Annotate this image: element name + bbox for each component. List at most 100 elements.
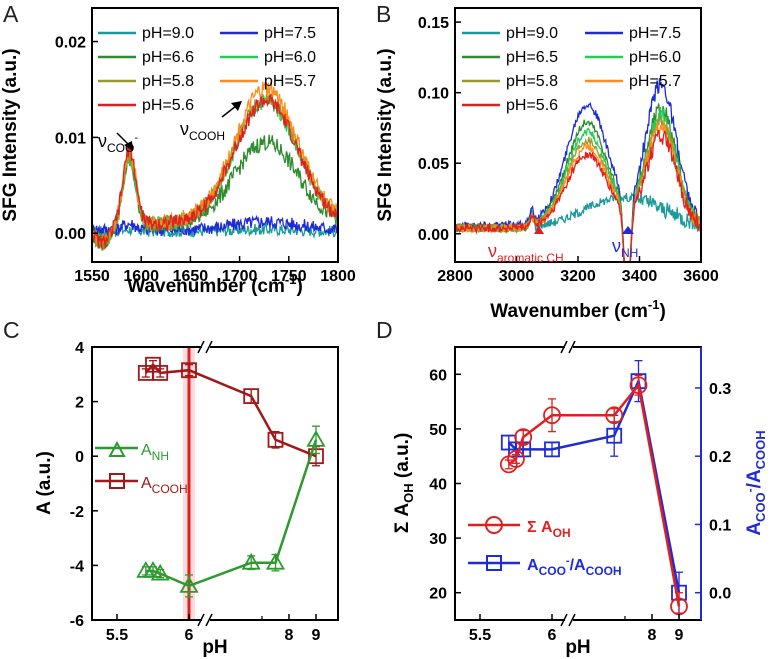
y-tick-label: 20 xyxy=(429,586,447,603)
y-tick-label: 0.15 xyxy=(418,15,449,32)
y2-tick-label: 0.1 xyxy=(709,517,731,534)
panel-d-ticks: 20 30 40 50 60 0.0 0.1 0.2 0.3 5.5 6 8 9 xyxy=(429,339,731,644)
legend-label: pH=6.0 xyxy=(629,49,681,66)
sum-aoh-point xyxy=(605,406,624,425)
a-nh-point xyxy=(306,430,326,447)
series-line-ph6-6 xyxy=(91,134,339,251)
a-nh-point xyxy=(179,576,199,593)
legend-label: pH=6.5 xyxy=(506,49,558,66)
panel-a-legend: pH=9.0 pH=7.5 pH=6.6 pH=6.0 pH=5.8 pH=5.7 pH=5… xyxy=(98,25,316,114)
x-tick-label: 3600 xyxy=(683,268,719,285)
panel-b: 2800 3000 3200 3400 3600 0.00 0.05 0.10 0.15 Wav… xyxy=(375,7,719,322)
y-tick-label: 0.05 xyxy=(418,156,449,173)
x-tick-label: 9 xyxy=(312,627,321,644)
annotation-nu-cooh-arrow xyxy=(221,105,237,118)
x-tick-label: 6 xyxy=(548,627,557,644)
panel-d: 20 30 40 50 60 0.0 0.1 0.2 0.3 5.5 6 8 9 pH Σ AOH (a… xyxy=(392,339,768,658)
panel-d-xlabel: pH xyxy=(565,637,590,658)
panel-c-plot xyxy=(136,356,326,598)
a-nh-point xyxy=(265,552,286,570)
sum-aoh-point xyxy=(629,376,648,395)
legend-ratio-label: ACOO-/ACOOH xyxy=(527,555,622,578)
y-tick-label: 0 xyxy=(75,449,84,466)
panel-a-ticks: 1550 1600 1650 1700 1750 1800 0.00 0.01 0.02 xyxy=(55,35,356,285)
axis-break-mark xyxy=(205,340,213,354)
legend-sum-aoh-label: Σ AOH xyxy=(527,519,571,540)
y-tick-label: -4 xyxy=(70,558,84,575)
axis-break-mark xyxy=(205,613,213,627)
legend-label: pH=7.5 xyxy=(629,25,681,42)
panel-a-ylabel: SFG Intensity (a.u.) xyxy=(0,48,21,221)
y-tick-label: -6 xyxy=(70,613,84,630)
legend-label: pH=5.7 xyxy=(264,73,316,90)
annotation-nh-marker xyxy=(622,226,634,234)
x-tick-label: 2800 xyxy=(437,268,473,285)
a-nh-point xyxy=(241,552,261,570)
legend-label: pH=5.6 xyxy=(506,97,558,114)
panel-a-curves xyxy=(91,81,339,251)
y-tick-label: 0.02 xyxy=(55,35,86,52)
legend-label: pH=6.6 xyxy=(142,49,194,66)
y-tick-label: 4 xyxy=(75,340,84,357)
annotation-nu-coo-arrowhead xyxy=(124,141,133,151)
x-tick-label: 1650 xyxy=(173,268,209,285)
panel-b-legend: pH=9.0 pH=7.5 pH=6.5 pH=6.0 pH=5.8 pH=5.7 pH=5… xyxy=(462,25,681,114)
annotation-nh-text: νNH xyxy=(612,236,638,260)
annotation-nu-cooh-arrowhead xyxy=(231,101,242,111)
annotation-nu-cooh-text: νCOOH xyxy=(180,119,225,143)
panel-c: -6 -4 -2 0 2 4 5.5 6 8 9 pH A (a.u.) ANH ACOOH xyxy=(34,339,339,658)
y-tick-label: 30 xyxy=(429,531,447,548)
legend-label: pH=5.7 xyxy=(629,73,681,90)
y-tick-label: 0.00 xyxy=(418,227,449,244)
panel-b-ylabel: SFG Intensity (a.u.) xyxy=(375,48,396,221)
panel-a-frame xyxy=(91,7,339,263)
legend-label: pH=7.5 xyxy=(264,25,316,42)
panel-label-c: C xyxy=(3,317,20,343)
legend-label: pH=6.0 xyxy=(264,49,316,66)
panel-a-xlabel: Wavenumber (cm-1) xyxy=(127,272,303,297)
sum-aoh-point xyxy=(507,450,525,468)
series-line-ph5-6 xyxy=(454,129,702,263)
x-tick-label: 9 xyxy=(675,627,684,644)
axis-break-gap xyxy=(565,339,573,355)
x-tick-label: 3200 xyxy=(560,268,596,285)
panel-d-y2label: ACOO-/ACOOH xyxy=(743,430,768,535)
panel-d-plot xyxy=(499,359,688,621)
panel-a: 1550 1600 1650 1700 1750 1800 0.00 0.01 0.02 Wav… xyxy=(0,7,356,297)
y-tick-label: 0.10 xyxy=(418,86,449,103)
axis-break-mark xyxy=(568,613,576,627)
a-cooh-point xyxy=(267,431,284,448)
axis-break-gap xyxy=(202,612,210,628)
y-tick-label: 50 xyxy=(429,422,447,439)
panel-b-ticks: 2800 3000 3200 3400 3600 0.00 0.05 0.10 0.15 xyxy=(418,15,719,285)
x-tick-label: 8 xyxy=(648,627,657,644)
a-cooh-line xyxy=(144,362,317,458)
legend-a-cooh-label: ACOOH xyxy=(141,475,188,496)
sum-aoh-point xyxy=(514,428,533,446)
y2-tick-label: 0.2 xyxy=(709,449,731,466)
panel-b-curves xyxy=(454,78,702,263)
legend-label: pH=5.8 xyxy=(142,73,194,90)
ratio-point xyxy=(606,427,623,444)
series-line-ph7-5 xyxy=(91,214,339,237)
panel-c-frame xyxy=(91,346,339,621)
axis-break-mark xyxy=(197,613,205,627)
panel-c-ticks: -6 -4 -2 0 2 4 5.5 6 8 9 xyxy=(70,339,321,644)
axis-break-mark xyxy=(197,340,205,354)
axis-break-mark xyxy=(560,340,568,354)
y-tick-label: 0.00 xyxy=(55,226,86,243)
axis-break-gap xyxy=(565,612,573,628)
panel-label-b: B xyxy=(376,1,391,27)
panel-d-frame xyxy=(454,346,702,621)
annotation-nu-cooh: νCOOH xyxy=(180,101,242,143)
a-nh-point xyxy=(150,563,170,581)
y2-tick-label: 0.3 xyxy=(709,381,731,398)
legend-ratio-marker xyxy=(486,555,502,571)
panel-d-legend: Σ AOH ACOO-/ACOOH xyxy=(468,516,622,578)
a-cooh-point xyxy=(181,362,197,379)
legend-label: pH=9.0 xyxy=(142,25,194,42)
y-tick-label: 40 xyxy=(429,477,447,494)
y-tick-label: 2 xyxy=(75,395,84,412)
legend-a-nh-label: ANH xyxy=(141,442,169,463)
